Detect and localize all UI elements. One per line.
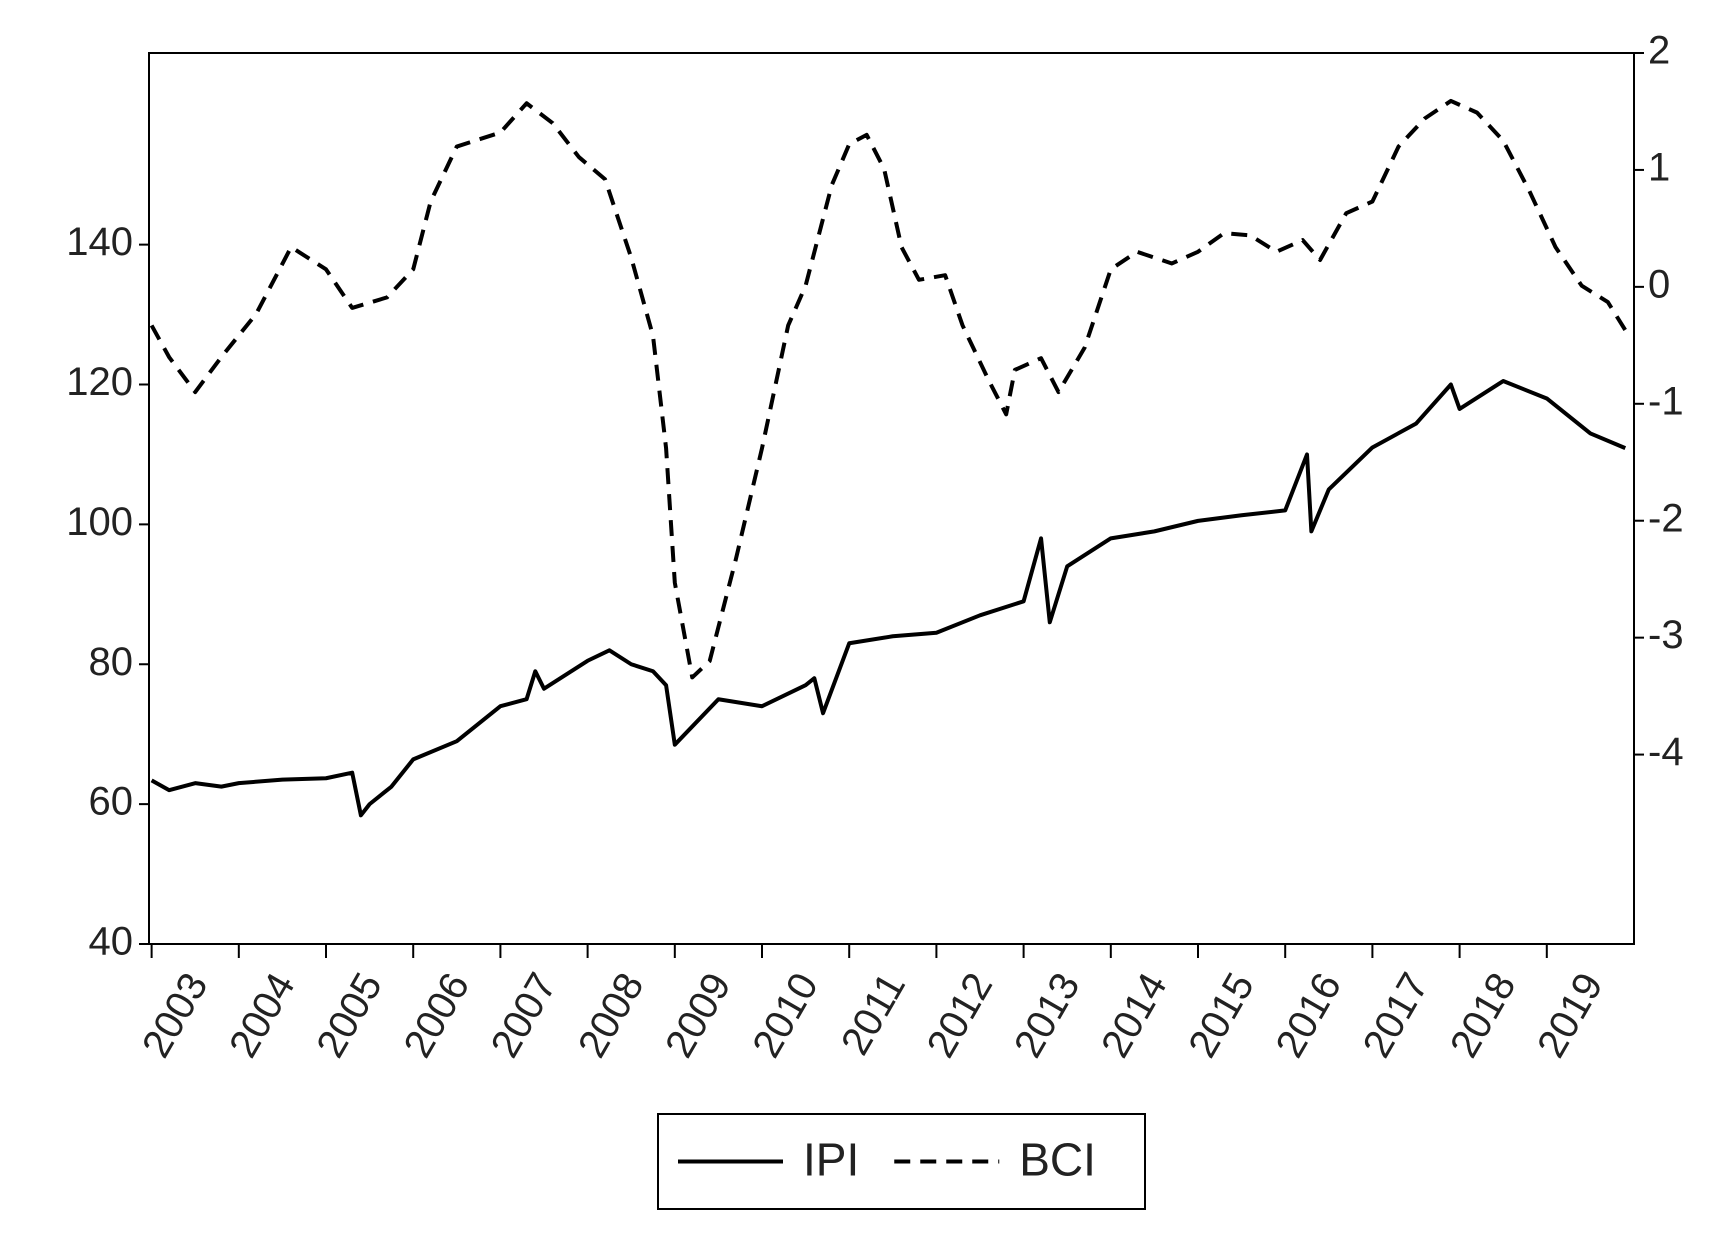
x-tick-label: 2010 — [744, 966, 827, 1065]
series-line — [150, 379, 1627, 818]
x-tick-label: 2016 — [1268, 966, 1351, 1065]
x-tick-label: 2017 — [1355, 966, 1438, 1065]
legend-label: BCI — [1019, 1134, 1096, 1186]
x-tick-label: 2007 — [483, 966, 566, 1065]
y2-tick-label: 0 — [1648, 262, 1670, 306]
y-tick-label: 100 — [66, 500, 133, 544]
legend-label: IPI — [803, 1134, 859, 1186]
y2-tick-label: -3 — [1648, 613, 1684, 657]
y2-tick-label: 1 — [1648, 145, 1670, 189]
y-tick-label: 40 — [89, 920, 134, 964]
x-tick-label: 2008 — [570, 966, 653, 1065]
x-tick-label: 2003 — [134, 966, 217, 1065]
y2-tick-label: -2 — [1648, 496, 1684, 540]
x-tick-label: 2018 — [1442, 966, 1525, 1065]
y-tick-label: 140 — [66, 220, 133, 264]
legend: IPI BCI — [657, 1113, 1146, 1210]
x-tick-label: 2014 — [1093, 966, 1176, 1065]
y-tick-label: 80 — [89, 640, 134, 684]
x-tick-label: 2019 — [1529, 966, 1612, 1065]
series-line — [149, 98, 1627, 680]
y2-tick-label: -1 — [1648, 379, 1684, 423]
x-tick-label: 2009 — [657, 966, 740, 1065]
x-tick-label: 2011 — [833, 966, 914, 1062]
y-tick-label: 120 — [66, 360, 133, 404]
x-tick-label: 2004 — [221, 966, 304, 1065]
x-tick-label: 2005 — [308, 966, 391, 1065]
x-tick-label: 2006 — [396, 966, 479, 1065]
y2-tick-label: 2 — [1648, 29, 1670, 73]
x-tick-label: 2015 — [1180, 966, 1263, 1065]
x-tick-label: 2013 — [1006, 966, 1089, 1065]
y-tick-label: 60 — [89, 780, 134, 824]
x-tick-label: 2012 — [919, 966, 1002, 1065]
plot-frame — [148, 52, 1635, 945]
y2-tick-label: -4 — [1648, 730, 1684, 774]
